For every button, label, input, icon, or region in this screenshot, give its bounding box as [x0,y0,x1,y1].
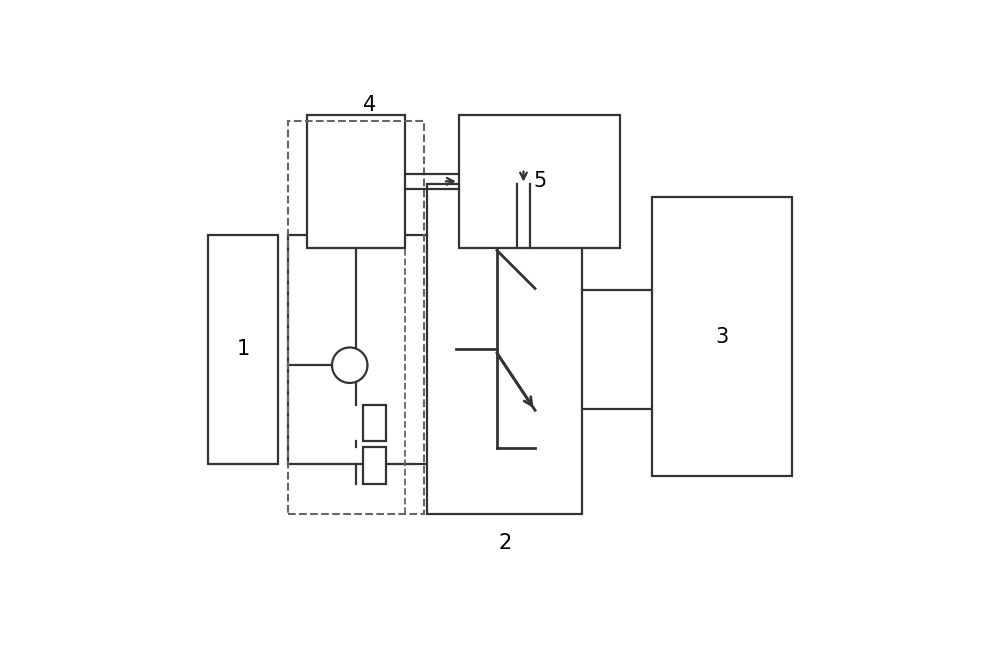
Bar [427,185,582,515]
Text: 4: 4 [363,95,377,115]
Bar [363,447,386,484]
Bar [307,115,405,248]
Bar [459,115,620,248]
Bar [363,404,386,441]
Text: 2: 2 [498,533,512,553]
Bar [652,197,792,476]
Text: 3: 3 [715,327,729,347]
Bar [208,235,278,463]
Text: 1: 1 [237,340,250,360]
Text: 5: 5 [533,171,547,191]
Bar [288,121,424,515]
